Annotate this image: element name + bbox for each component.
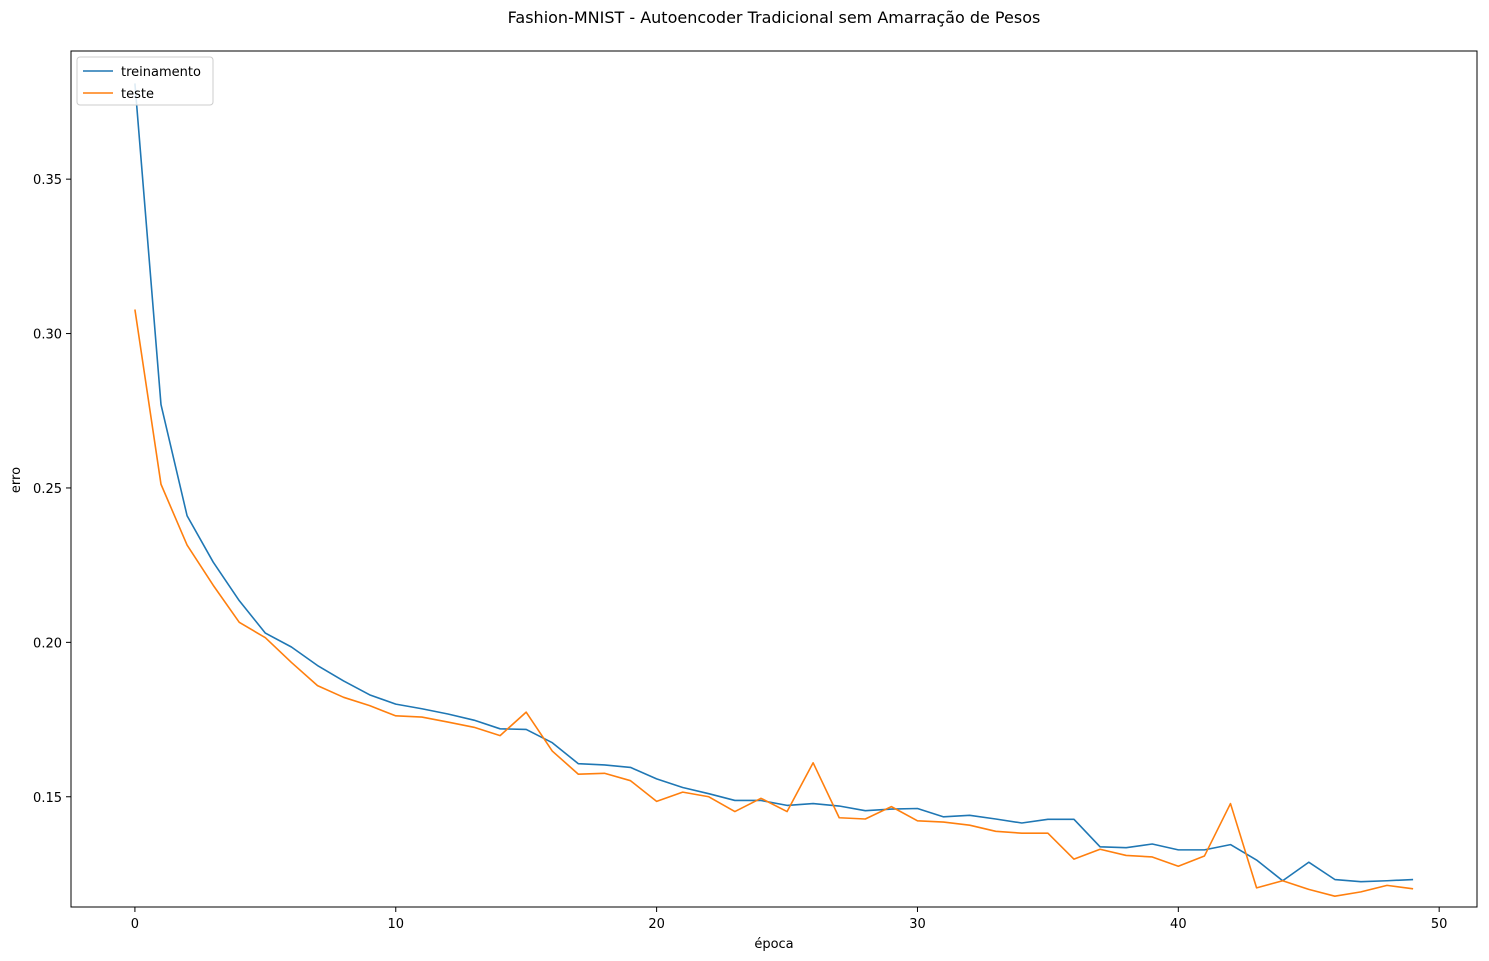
legend: treinamento teste xyxy=(76,56,214,106)
x-tick-label: 20 xyxy=(648,917,665,932)
legend-label-teste: teste xyxy=(121,87,154,102)
series-line-treinamento xyxy=(134,83,1414,883)
y-axis-ticks: 0.15 0.20 0.25 0.30 0.35 xyxy=(33,173,71,806)
x-tick-label: 40 xyxy=(1170,917,1187,932)
plot-area xyxy=(71,51,1477,907)
x-axis-label: época xyxy=(754,937,793,952)
plot-frame xyxy=(70,50,1478,908)
series-layer xyxy=(134,83,1414,897)
y-tick-label: 0.20 xyxy=(33,636,62,651)
x-axis-ticks: 0 10 20 30 40 50 xyxy=(131,907,1448,932)
x-tick-label: 30 xyxy=(909,917,926,932)
y-tick-label: 0.35 xyxy=(33,173,62,188)
y-axis-label: erro xyxy=(9,467,24,493)
x-tick-label: 50 xyxy=(1431,917,1448,932)
x-tick-label: 10 xyxy=(387,917,404,932)
y-tick-label: 0.25 xyxy=(33,482,62,497)
series-line-teste xyxy=(134,309,1414,897)
x-tick-label: 0 xyxy=(131,917,139,932)
legend-label-treinamento: treinamento xyxy=(121,65,201,80)
y-tick-label: 0.30 xyxy=(33,328,62,343)
y-tick-label: 0.15 xyxy=(33,791,62,806)
chart-title: Fashion-MNIST - Autoencoder Tradicional … xyxy=(508,8,1041,27)
